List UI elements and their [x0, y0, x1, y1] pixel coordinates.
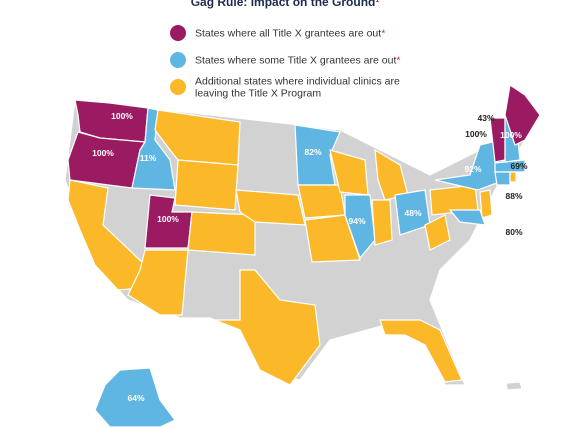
state-texas	[214, 269, 321, 386]
state-label: 100%	[157, 214, 179, 224]
legend-mark: *	[396, 55, 400, 67]
puerto-rico	[505, 381, 523, 391]
state-maine	[504, 83, 541, 146]
state-west-virginia	[424, 214, 451, 251]
state-label: 80%	[505, 227, 522, 237]
state-label: 64%	[127, 393, 144, 403]
state-alaska	[94, 367, 176, 427]
legend-line: States where all Title X grantees are ou…	[195, 28, 381, 40]
state-label: 100%	[111, 111, 133, 121]
state-new-jersey	[479, 189, 493, 219]
state-label: 100%	[500, 130, 522, 140]
state-indiana	[371, 199, 393, 246]
legend-text: States where all Title X grantees are ou…	[195, 28, 385, 40]
state-illinois	[344, 194, 376, 260]
state-label: 100%	[92, 148, 114, 158]
legend-text: leaving the Title X Program	[195, 88, 321, 100]
state-wyoming	[174, 159, 239, 211]
state-nebraska	[235, 189, 306, 226]
state-florida	[379, 319, 463, 383]
state-label: 88%	[505, 191, 522, 201]
state-maryland	[448, 209, 486, 226]
state-label: 11%	[140, 153, 157, 163]
legend-mark: *	[381, 28, 385, 40]
legend-text: Additional states where individual clini…	[195, 76, 400, 88]
state-label: 69%	[510, 161, 527, 171]
state-label: 43%	[477, 113, 494, 123]
state-label: 48%	[404, 208, 421, 218]
state-iowa	[297, 184, 346, 219]
legend-swatch	[170, 52, 186, 68]
legend-swatch	[170, 25, 186, 41]
state-california	[67, 179, 146, 291]
state-label: 94%	[348, 216, 365, 226]
legend-line: Additional states where individual clini…	[195, 76, 400, 88]
title-note: 1	[375, 0, 379, 4]
state-label: 82%	[304, 147, 321, 157]
legend-line: leaving the Title X Program	[195, 88, 321, 100]
legend-swatch	[170, 79, 186, 95]
legend-line: States where some Title X grantees are o…	[195, 55, 396, 67]
state-colorado	[187, 211, 256, 256]
state-label: 100%	[465, 129, 487, 139]
state-connecticut	[494, 171, 511, 186]
state-rhode-island	[509, 171, 517, 183]
title-text: Gag Rule: Impact on the Ground	[191, 0, 376, 9]
state-missouri	[304, 214, 361, 263]
title: Gag Rule: Impact on the Ground1	[191, 0, 380, 9]
state-minnesota	[294, 124, 341, 186]
legend-text: States where some Title X grantees are o…	[195, 55, 400, 67]
state-massachusetts	[494, 159, 526, 173]
state-label: 92%	[464, 164, 481, 174]
